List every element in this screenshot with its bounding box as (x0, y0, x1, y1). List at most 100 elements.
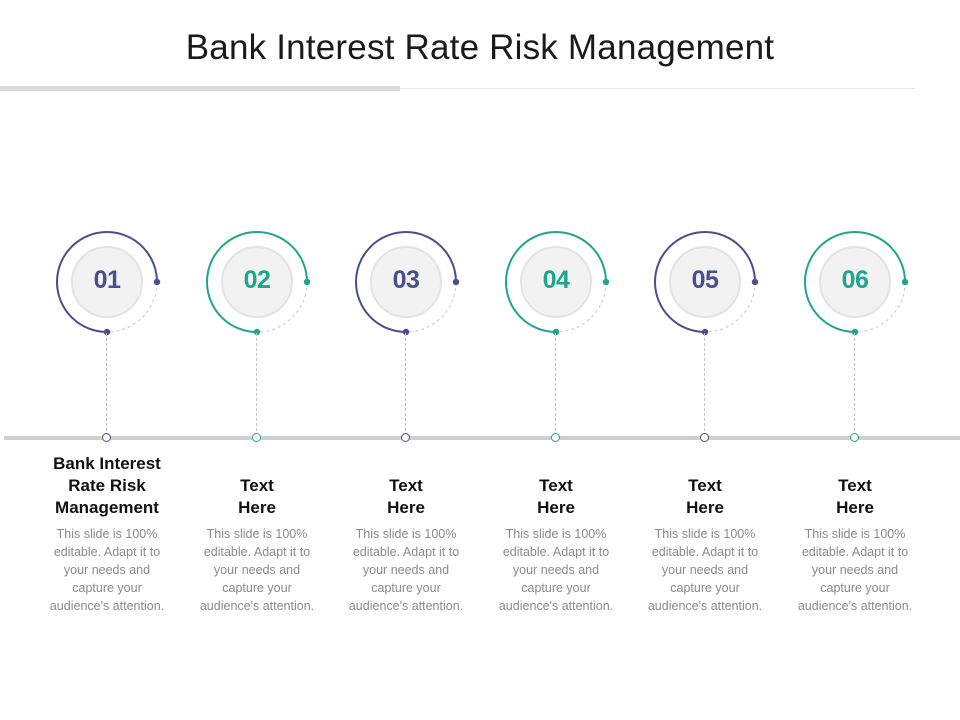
step-connector (405, 333, 406, 436)
step-body-line: editable. Adapt it to (502, 545, 610, 559)
step-body-line: audience's attention. (49, 599, 165, 613)
step-heading-line: Text (688, 476, 722, 495)
slide-title: Bank Interest Rate Risk Management (185, 28, 775, 67)
step-01: 01 Bank Interest Rate Risk Management This s… (32, 0, 182, 720)
step-body-line: editable. Adapt it to (801, 545, 909, 559)
step-heading-line: Rate Risk (68, 476, 146, 495)
ring-inner-disc (669, 246, 741, 318)
ring-progress-arc (355, 231, 457, 333)
step-body-line: your needs and (63, 563, 151, 577)
step-heading: Text Here (780, 475, 930, 519)
step-body-line: editable. Adapt it to (53, 545, 161, 559)
step-body-line: This slide is 100% (355, 527, 457, 541)
step-body-line: capture your (670, 581, 740, 595)
step-02: 02 Text Here This slide is 100% editable. Ad… (182, 0, 332, 720)
step-body-line: editable. Adapt it to (352, 545, 460, 559)
step-body-line: audience's attention. (647, 599, 763, 613)
step-body-line: This slide is 100% (505, 527, 607, 541)
step-connector (106, 333, 107, 436)
ring-end-dot (303, 278, 311, 286)
ring-inner-disc (71, 246, 143, 318)
ring-start-dot (851, 328, 859, 336)
step-connector (854, 333, 855, 436)
timeline-node (252, 433, 261, 442)
step-body: This slide is 100% editable. Adapt it to y… (780, 525, 930, 615)
step-heading: Text Here (331, 475, 481, 519)
step-03: 03 Text Here This slide is 100% editable. Ad… (331, 0, 481, 720)
ring-progress-arc (56, 231, 158, 333)
step-body-line: capture your (371, 581, 441, 595)
step-heading-line: Here (537, 498, 575, 517)
step-connector (704, 333, 705, 436)
ring-end-dot (751, 278, 759, 286)
step-body-line: your needs and (512, 563, 600, 577)
step-04: 04 Text Here This slide is 100% editable. Ad… (481, 0, 631, 720)
timeline-node (700, 433, 709, 442)
ring-start-dot (701, 328, 709, 336)
step-heading-line: Here (387, 498, 425, 517)
step-number: 05 (691, 266, 719, 294)
step-body-line: capture your (72, 581, 142, 595)
step-number: 04 (542, 266, 570, 294)
step-body-line: editable. Adapt it to (651, 545, 759, 559)
ring-end-dot (602, 278, 610, 286)
step-body-line: This slide is 100% (56, 527, 158, 541)
ring-inner-disc (221, 246, 293, 318)
timeline-node (850, 433, 859, 442)
step-heading-line: Text (539, 476, 573, 495)
step-heading-line: Text (838, 476, 872, 495)
ring-end-dot (153, 278, 161, 286)
step-number: 02 (243, 266, 271, 294)
step-number: 06 (841, 266, 869, 294)
step-body: This slide is 100% editable. Adapt it to y… (32, 525, 182, 615)
title-underline-accent (0, 86, 400, 91)
step-ring (206, 231, 311, 336)
step-06: 06 Text Here This slide is 100% editable. Ad… (780, 0, 930, 720)
step-heading-line: Text (240, 476, 274, 495)
ring-start-dot (103, 328, 111, 336)
title-underline (400, 88, 915, 89)
step-body: This slide is 100% editable. Adapt it to y… (481, 525, 631, 615)
step-body-line: your needs and (362, 563, 450, 577)
step-body-line: This slide is 100% (804, 527, 906, 541)
step-body-line: your needs and (213, 563, 301, 577)
ring-progress-arc (654, 231, 756, 333)
timeline-bar (4, 436, 960, 440)
step-body-line: capture your (222, 581, 292, 595)
step-number: 01 (93, 266, 121, 294)
step-connector (555, 333, 556, 436)
step-body-line: audience's attention. (348, 599, 464, 613)
step-body-line: audience's attention. (498, 599, 614, 613)
step-body-line: editable. Adapt it to (203, 545, 311, 559)
step-ring (654, 231, 759, 336)
step-heading: Text Here (182, 475, 332, 519)
step-ring (355, 231, 460, 336)
ring-progress-arc (206, 231, 308, 333)
ring-start-dot (402, 328, 410, 336)
step-body: This slide is 100% editable. Adapt it to y… (182, 525, 332, 615)
timeline-node (551, 433, 560, 442)
step-heading-line: Management (55, 498, 159, 517)
step-body: This slide is 100% editable. Adapt it to y… (630, 525, 780, 615)
ring-inner-disc (370, 246, 442, 318)
step-number: 03 (392, 266, 420, 294)
ring-inner-disc (520, 246, 592, 318)
step-body: This slide is 100% editable. Adapt it to y… (331, 525, 481, 615)
step-heading: Text Here (481, 475, 631, 519)
step-body-line: your needs and (661, 563, 749, 577)
step-body-line: This slide is 100% (206, 527, 308, 541)
step-body-line: audience's attention. (199, 599, 315, 613)
timeline-node (102, 433, 111, 442)
timeline-node (401, 433, 410, 442)
step-heading-line: Here (238, 498, 276, 517)
step-connector (256, 333, 257, 436)
ring-progress-arc (804, 231, 906, 333)
step-body-line: audience's attention. (797, 599, 913, 613)
step-heading: Bank Interest Rate Risk Management (32, 453, 182, 519)
step-body-line: capture your (820, 581, 890, 595)
step-body-line: capture your (521, 581, 591, 595)
step-05: 05 Text Here This slide is 100% editable. Ad… (630, 0, 780, 720)
ring-end-dot (901, 278, 909, 286)
step-ring (804, 231, 909, 336)
step-heading-line: Text (389, 476, 423, 495)
